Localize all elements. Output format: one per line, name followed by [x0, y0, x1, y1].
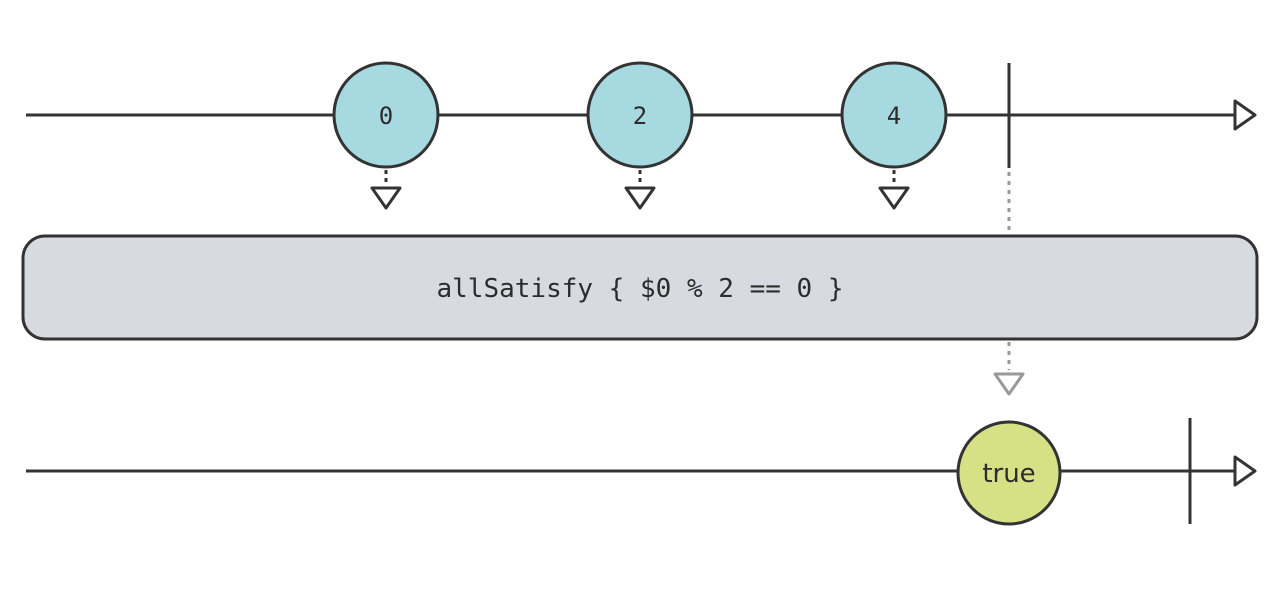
operator-label: allSatisfy { $0 % 2 == 0 } [437, 274, 844, 304]
input-marble: 2 [586, 61, 694, 169]
output-marble: true [956, 420, 1062, 526]
input-marble-label: 0 [379, 102, 393, 130]
output-stream: true [26, 418, 1257, 526]
feed-arrow [370, 170, 402, 210]
output-marble-label: true [982, 459, 1035, 489]
output-timeline-arrowhead [1233, 455, 1257, 487]
input-feed-arrows [370, 170, 910, 210]
input-marble-label: 4 [887, 102, 901, 130]
operator: allSatisfy { $0 % 2 == 0 } [21, 234, 1259, 341]
input-stream: 0 2 4 [26, 61, 1257, 169]
operator-box [21, 234, 1259, 341]
input-marble: 4 [840, 61, 948, 169]
feed-arrow [624, 170, 656, 210]
input-timeline-arrowhead [1233, 99, 1257, 131]
input-marble-label: 2 [633, 102, 647, 130]
feed-arrow [878, 170, 910, 210]
input-marble: 0 [332, 61, 440, 169]
result-arrow [993, 342, 1025, 396]
